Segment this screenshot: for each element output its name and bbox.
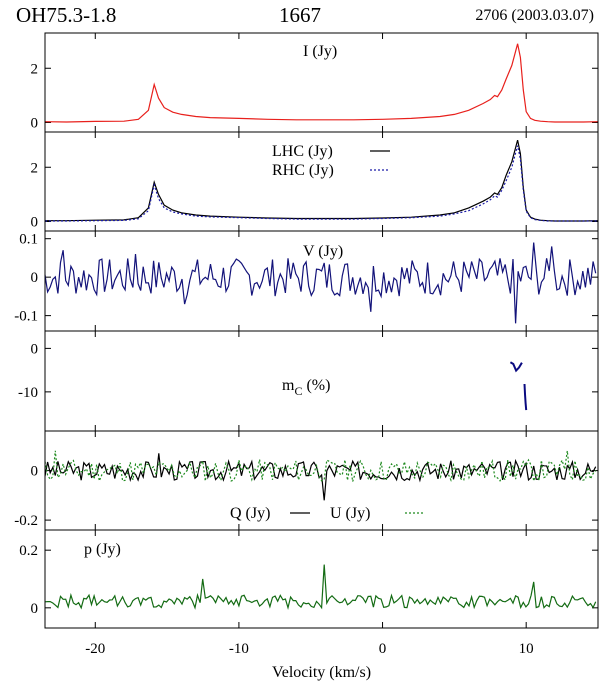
series-mc-b bbox=[523, 383, 528, 411]
ytick-label: 0.2 bbox=[19, 543, 38, 559]
source-name: OH75.3-1.8 bbox=[16, 3, 117, 27]
series-q-jy- bbox=[44, 453, 597, 501]
legend-rhc: RHC (Jy) bbox=[272, 162, 334, 179]
label-p: p (Jy) bbox=[84, 541, 121, 558]
series-i-jy- bbox=[44, 43, 599, 123]
panel-4: 0 -0.2 bbox=[14, 430, 599, 531]
series-p-jy- bbox=[44, 564, 597, 610]
ytick-label: 2 bbox=[31, 160, 39, 176]
xtick-label: 0 bbox=[379, 641, 387, 657]
ytick-label: 0 bbox=[31, 601, 39, 617]
xtick-label: -10 bbox=[229, 641, 249, 657]
legend-u: U (Jy) bbox=[330, 505, 370, 522]
label-mc: mC (%) bbox=[282, 377, 330, 398]
ytick-label: 0 bbox=[31, 215, 39, 231]
series-v-jy- bbox=[44, 242, 597, 324]
ytick-label: 2 bbox=[31, 61, 39, 77]
panel-2: 0.1 0 -0.1 bbox=[14, 230, 599, 332]
ytick-label: -10 bbox=[18, 385, 38, 401]
x-axis-title: Velocity (km/s) bbox=[272, 664, 371, 681]
label-i: I (Jy) bbox=[303, 43, 337, 60]
ytick-label: 0 bbox=[31, 270, 39, 286]
panel-frame bbox=[44, 529, 599, 629]
ytick-label: -0.1 bbox=[14, 309, 38, 325]
ytick-label: -0.2 bbox=[14, 513, 38, 529]
epoch-label: 2706 (2003.03.07) bbox=[475, 7, 594, 24]
panel-0: 02 bbox=[31, 32, 599, 133]
ytick-label: 0 bbox=[31, 116, 39, 132]
ytick-label: 0 bbox=[31, 341, 39, 357]
label-v: V (Jy) bbox=[303, 243, 343, 260]
ytick-label: 0.1 bbox=[19, 232, 38, 248]
series-rhc-jy- bbox=[45, 145, 598, 222]
xtick-label: -20 bbox=[85, 641, 105, 657]
series-mc- bbox=[509, 361, 523, 373]
panel-5: 0.20 bbox=[19, 529, 599, 629]
legend-lhc: LHC (Jy) bbox=[272, 143, 333, 160]
series-lhc-jy- bbox=[45, 139, 599, 222]
legend-q: Q (Jy) bbox=[230, 505, 270, 522]
xtick-label: 10 bbox=[519, 641, 534, 657]
frequency-label: 1667 bbox=[279, 3, 321, 27]
ytick-label: 0 bbox=[31, 464, 39, 480]
